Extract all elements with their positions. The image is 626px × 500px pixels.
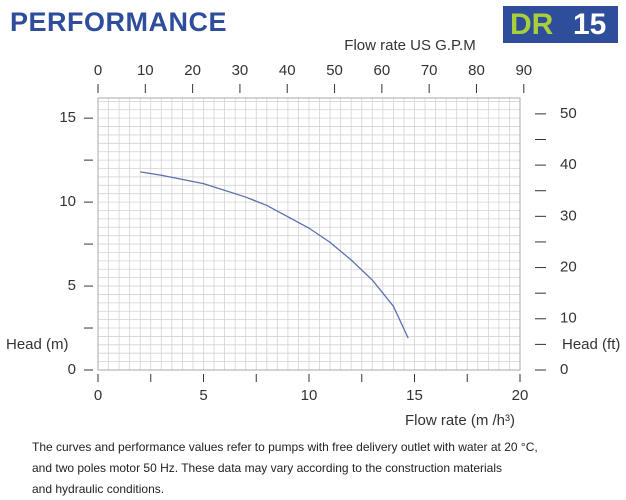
x2-axis-label: Flow rate US G.P.M	[344, 37, 475, 54]
y2-tick-label: 30	[560, 207, 577, 224]
curve	[140, 171, 409, 339]
page-title: PERFORMANCE	[10, 7, 227, 37]
y2-tick-label: 40	[560, 156, 577, 173]
x-axis-label: Flow rate (m /h³)	[405, 412, 515, 429]
x-tick-label: 5	[199, 387, 207, 404]
y-axis-label: Head (m)	[6, 336, 69, 353]
badge-number: 15	[573, 8, 606, 41]
y-tick-label: 0	[68, 361, 76, 378]
x2-tick-label: 20	[184, 62, 201, 79]
y2-tick-label: 20	[560, 259, 577, 276]
footnote: The curves and performance values refer …	[32, 440, 538, 454]
footnote: and two poles motor 50 Hz. These data ma…	[32, 461, 502, 475]
y2-tick-label: 0	[560, 361, 568, 378]
x-tick-label: 20	[512, 387, 529, 404]
y-tick-label: 10	[59, 193, 76, 210]
x2-tick-label: 60	[374, 62, 391, 79]
x2-tick-label: 70	[421, 62, 438, 79]
y2-axis-label: Head (ft)	[562, 336, 620, 353]
x-tick-label: 10	[301, 387, 318, 404]
x2-tick-label: 40	[279, 62, 296, 79]
y-tick-label: 15	[59, 109, 76, 126]
x2-tick-label: 0	[94, 62, 102, 79]
x2-tick-label: 50	[326, 62, 343, 79]
y2-tick-label: 10	[560, 310, 577, 327]
x-tick-label: 15	[406, 387, 423, 404]
badge-prefix: DR	[510, 8, 554, 41]
x2-tick-label: 30	[232, 62, 249, 79]
x2-tick-label: 90	[515, 62, 532, 79]
y-tick-label: 5	[68, 277, 76, 294]
footnote: and hydraulic conditions.	[32, 482, 164, 496]
x2-tick-label: 80	[468, 62, 485, 79]
y2-tick-label: 50	[560, 105, 577, 122]
x2-tick-label: 10	[137, 62, 154, 79]
plot-frame	[97, 97, 521, 371]
badge	[503, 6, 618, 43]
x-tick-label: 0	[94, 387, 102, 404]
